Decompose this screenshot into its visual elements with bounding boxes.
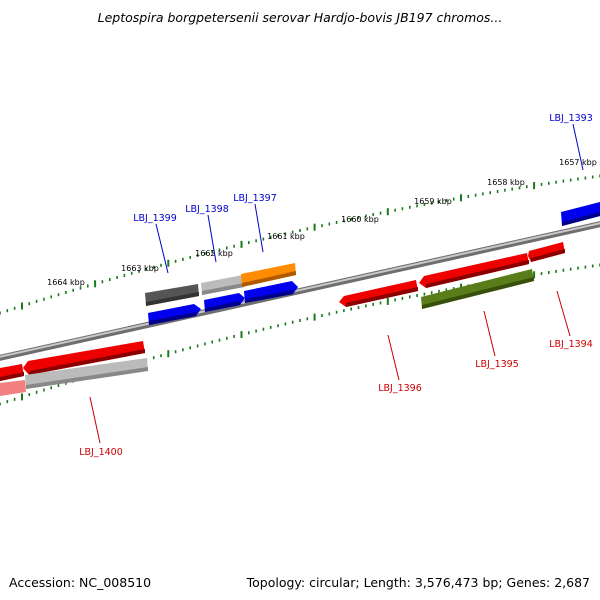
forward-strand-genes	[145, 202, 600, 325]
label-lbj-1398[interactable]: LBJ_1398	[185, 204, 229, 215]
map-title: Leptospira borgpetersenii serovar Hardjo…	[98, 10, 503, 25]
leader-lbj-1399	[155, 223, 169, 274]
gene-lbj-1399-shade	[149, 312, 196, 325]
gene-lbj-1393-shade	[562, 212, 600, 226]
label-leaders	[89, 123, 584, 444]
tick-label-1660: 1660 kbp	[341, 215, 379, 224]
chromosome-backbone-highlight	[0, 222, 600, 358]
tick-label-1657: 1657 kbp	[559, 158, 597, 167]
tick-label-1661: 1661 kbp	[267, 232, 305, 241]
gene-lbj-1397-shade	[242, 271, 296, 287]
gene-dark-gray-shade	[146, 292, 199, 306]
gene-light-gray-top-shade	[202, 283, 244, 295]
leader-lbj-1400	[89, 396, 101, 444]
tick-label-1659: 1659 kbp	[414, 197, 452, 206]
label-lbj-1399[interactable]: LBJ_1399	[133, 213, 177, 224]
tick-label-1663: 1663 kbp	[121, 264, 159, 273]
gene-red-left-edge-shade	[0, 372, 24, 381]
gene-labels: LBJ_1393 LBJ_1397 LBJ_1398 LBJ_1399 LBJ_…	[79, 113, 593, 458]
label-lbj-1395[interactable]: LBJ_1395	[475, 359, 519, 370]
label-lbj-1394[interactable]: LBJ_1394	[549, 339, 593, 350]
gene-lbj-1396-shade	[346, 287, 418, 307]
tick-label-1662: 1662 kbp	[195, 249, 233, 258]
label-lbj-1397[interactable]: LBJ_1397	[233, 193, 277, 204]
leader-lbj-1398	[207, 214, 217, 263]
leader-lbj-1396	[387, 334, 400, 381]
gene-lbj-1395-shade	[426, 260, 529, 288]
gene-lbj-1394-shade	[531, 249, 565, 262]
gene-lbj-1398-shade	[205, 301, 240, 312]
gene-pink-left-edge[interactable]	[0, 380, 26, 396]
topology-info-text: Topology: circular; Length: 3,576,473 bp…	[246, 575, 590, 590]
label-lbj-1393[interactable]: LBJ_1393	[549, 113, 593, 124]
tick-label-1658: 1658 kbp	[487, 178, 525, 187]
tick-label-1664: 1664 kbp	[47, 278, 85, 287]
reverse-strand-genes	[0, 242, 565, 396]
gene-olive-shade	[422, 277, 534, 309]
tick-labels: 1657 kbp 1658 kbp 1659 kbp 1660 kbp 1661…	[47, 158, 597, 287]
gene-blue-arrow-2-shade	[245, 290, 293, 303]
gene-light-gray-bottom-shade	[26, 367, 148, 389]
label-lbj-1400[interactable]: LBJ_1400	[79, 447, 123, 458]
leader-lbj-1395	[483, 310, 496, 357]
label-lbj-1396[interactable]: LBJ_1396	[378, 383, 422, 394]
leader-lbj-1394	[556, 290, 571, 337]
leader-lbj-1393	[572, 123, 584, 171]
accession-text: Accession: NC_008510	[9, 575, 151, 590]
gene-lbj-1400-shade	[29, 349, 145, 375]
leader-lbj-1397	[254, 203, 264, 253]
